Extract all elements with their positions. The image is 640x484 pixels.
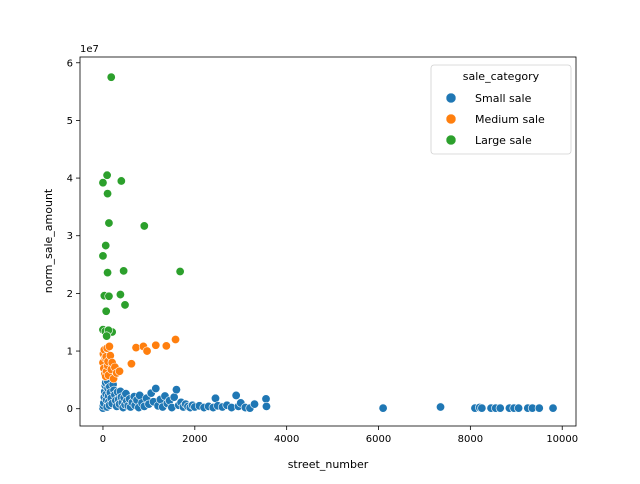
data-point	[104, 291, 114, 301]
data-point	[548, 403, 558, 413]
data-point	[139, 221, 149, 231]
x-tick-label: 6000	[366, 434, 391, 445]
x-tick-label: 4000	[274, 434, 299, 445]
data-point	[378, 403, 388, 413]
data-point	[261, 401, 271, 411]
data-point	[534, 403, 544, 413]
data-point	[126, 359, 136, 369]
y-tick-label: 6	[67, 58, 73, 69]
data-point	[495, 403, 505, 413]
data-point	[120, 300, 130, 310]
data-point	[104, 218, 114, 228]
points-layer	[98, 72, 558, 413]
y-tick-label: 5	[67, 116, 73, 127]
x-axis-ticks: 0 2000 4000 6000 8000 10000	[100, 426, 578, 445]
x-tick-label: 10000	[546, 434, 578, 445]
data-point	[101, 241, 111, 251]
legend-label-small: Small sale	[475, 92, 532, 105]
data-point	[151, 340, 161, 350]
data-point	[161, 341, 171, 351]
data-point	[115, 366, 125, 376]
data-point	[171, 335, 181, 345]
plot-frame	[79, 56, 577, 427]
data-point	[119, 266, 129, 276]
data-point	[169, 392, 179, 402]
data-point	[116, 176, 126, 186]
y-tick-label: 4	[67, 174, 73, 185]
data-point	[175, 266, 185, 276]
series-large-sale	[98, 72, 185, 341]
y-axis-label: norm_sale_amount	[42, 188, 55, 293]
x-axis-label: street_number	[288, 458, 369, 471]
data-point	[250, 399, 260, 409]
y-tick-label: 2	[67, 289, 73, 300]
data-point	[261, 394, 271, 404]
legend-marker-small	[445, 92, 457, 104]
y-tick-label: 3	[67, 231, 73, 242]
data-point	[102, 331, 112, 341]
data-point	[436, 402, 446, 412]
legend-label-large: Large sale	[475, 134, 532, 147]
data-point	[101, 306, 111, 316]
series-medium-sale	[98, 335, 181, 384]
data-point	[151, 384, 161, 394]
legend-label-medium: Medium sale	[475, 113, 545, 126]
data-point	[115, 290, 125, 300]
legend-marker-medium	[445, 113, 457, 125]
x-tick-label: 0	[100, 434, 106, 445]
legend-title: sale_category	[463, 70, 540, 83]
data-point	[103, 268, 113, 278]
legend-marker-large	[445, 134, 457, 146]
data-point	[98, 178, 108, 188]
legend: sale_category Small sale Medium sale Lar…	[430, 64, 572, 155]
data-point	[210, 393, 220, 403]
series-small-sale	[98, 376, 558, 413]
data-point	[142, 346, 152, 356]
data-point	[102, 170, 112, 180]
data-point	[231, 390, 241, 400]
y-tick-label: 0	[67, 404, 73, 415]
y-tick-label: 1	[67, 347, 73, 358]
y-scale-label: 1e7	[80, 44, 99, 55]
data-point	[103, 189, 113, 199]
y-axis-ticks: 0 1 2 3 4 5 6	[67, 58, 80, 415]
data-point	[106, 72, 116, 82]
data-point	[104, 341, 114, 351]
data-point	[477, 403, 487, 413]
data-point	[514, 403, 524, 413]
x-tick-label: 8000	[458, 434, 483, 445]
legend-box	[430, 64, 572, 155]
data-point	[131, 343, 141, 353]
x-tick-label: 2000	[182, 434, 207, 445]
data-point	[171, 385, 181, 395]
data-point	[98, 251, 108, 261]
